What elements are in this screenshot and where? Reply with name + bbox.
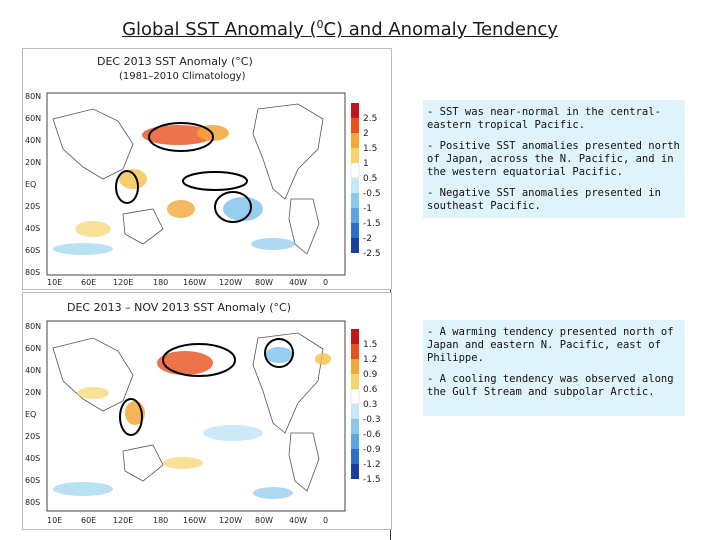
svg-text:160W: 160W	[183, 516, 206, 525]
svg-text:0.9: 0.9	[363, 370, 378, 380]
svg-text:-0.9: -0.9	[363, 445, 381, 455]
map2-lat-labels: 80N 60N 40N 20N EQ 20S 40S 60S 80S	[25, 322, 41, 507]
slide-title: Global SST Anomaly (0C) and Anomaly Tend…	[122, 18, 558, 40]
svg-text:-2.5: -2.5	[363, 249, 381, 259]
svg-text:40S: 40S	[25, 454, 40, 463]
note-5: - A cooling tendency was observed along …	[427, 373, 674, 398]
svg-text:80W: 80W	[255, 516, 273, 525]
svg-text:40W: 40W	[289, 278, 307, 287]
svg-text:20S: 20S	[25, 202, 40, 211]
svg-text:0.6: 0.6	[363, 385, 378, 395]
map2-plot	[46, 320, 346, 512]
highlight-ellipse	[214, 191, 252, 223]
svg-text:1.5: 1.5	[363, 340, 377, 350]
note-4: - A warming tendency presented north of …	[427, 326, 674, 364]
svg-text:-1: -1	[363, 204, 372, 214]
svg-text:1.2: 1.2	[363, 355, 377, 365]
svg-text:80S: 80S	[25, 268, 40, 277]
map1-colorbar: 2.5 2 1.5 1 0.5 -0.5 -1 -1.5 -2 -2.5	[350, 103, 381, 259]
highlight-ellipse	[115, 170, 139, 204]
svg-text:EQ: EQ	[25, 180, 36, 189]
sst-anomaly-tendency-map: DEC 2013 – NOV 2013 SST Anomaly (°C) 80	[22, 292, 392, 530]
highlight-ellipse	[148, 122, 214, 152]
svg-text:60E: 60E	[81, 278, 96, 287]
svg-text:180: 180	[153, 278, 168, 287]
svg-text:1: 1	[363, 159, 369, 169]
tendency-notes: - A warming tendency presented north of …	[423, 320, 685, 416]
svg-text:-2: -2	[363, 234, 372, 244]
highlight-ellipse	[162, 343, 236, 377]
svg-text:1.5: 1.5	[363, 144, 377, 154]
svg-text:-1.2: -1.2	[363, 460, 381, 470]
sst-anomaly-map: DEC 2013 SST Anomaly (°C) (1981–2010 Cli…	[22, 48, 392, 290]
map1-subtitle: (1981–2010 Climatology)	[119, 71, 246, 82]
svg-text:40N: 40N	[25, 366, 41, 375]
svg-text:60N: 60N	[25, 114, 41, 123]
svg-text:20N: 20N	[25, 158, 41, 167]
svg-text:10E: 10E	[47, 278, 62, 287]
svg-text:40S: 40S	[25, 224, 40, 233]
map1-plot	[46, 92, 346, 276]
svg-text:120E: 120E	[113, 516, 133, 525]
svg-text:20S: 20S	[25, 432, 40, 441]
note-2: - Positive SST anomalies presented north…	[427, 140, 680, 178]
svg-text:10E: 10E	[47, 516, 62, 525]
svg-text:-0.6: -0.6	[363, 430, 381, 440]
note-3: - Negative SST anomalies presented in so…	[427, 187, 661, 212]
svg-text:2.5: 2.5	[363, 114, 377, 124]
svg-text:60S: 60S	[25, 476, 40, 485]
svg-text:0.5: 0.5	[363, 174, 377, 184]
svg-text:120E: 120E	[113, 278, 133, 287]
svg-text:60E: 60E	[81, 516, 96, 525]
svg-text:-0.5: -0.5	[363, 189, 381, 199]
svg-text:80S: 80S	[25, 498, 40, 507]
svg-text:60S: 60S	[25, 246, 40, 255]
map1-lon-labels: 10E 60E 120E 180 160W 120W 80W 40W 0	[47, 278, 328, 287]
highlight-ellipse	[264, 338, 294, 368]
svg-text:40W: 40W	[289, 516, 307, 525]
svg-text:-1.5: -1.5	[363, 475, 381, 485]
map2-lon-labels: 10E 60E 120E 180 160W 120W 80W 40W 0	[47, 516, 328, 525]
svg-text:0: 0	[323, 278, 328, 287]
map2-title: DEC 2013 – NOV 2013 SST Anomaly (°C)	[67, 301, 291, 314]
svg-text:120W: 120W	[219, 278, 242, 287]
svg-text:60N: 60N	[25, 344, 41, 353]
svg-text:2: 2	[363, 129, 369, 139]
svg-text:120W: 120W	[219, 516, 242, 525]
map2-colorbar: 1.5 1.2 0.9 0.6 0.3 -0.3 -0.6 -0.9 -1.2 …	[350, 329, 381, 485]
svg-text:0: 0	[323, 516, 328, 525]
svg-text:80N: 80N	[25, 322, 41, 331]
svg-text:160W: 160W	[183, 278, 206, 287]
svg-text:-1.5: -1.5	[363, 219, 381, 229]
svg-text:80W: 80W	[255, 278, 273, 287]
map1-title: DEC 2013 SST Anomaly (°C)	[97, 55, 253, 68]
svg-text:0.3: 0.3	[363, 400, 377, 410]
map1-lat-labels: 80N 60N 40N 20N EQ 20S 40S 60S 80S	[25, 92, 41, 277]
svg-text:40N: 40N	[25, 136, 41, 145]
anomaly-notes: - SST was near-normal in the central-eas…	[423, 100, 685, 218]
highlight-ellipse	[119, 398, 143, 436]
svg-text:20N: 20N	[25, 388, 41, 397]
highlight-ellipse	[182, 171, 248, 191]
svg-text:180: 180	[153, 516, 168, 525]
svg-text:-0.3: -0.3	[363, 415, 381, 425]
svg-text:EQ: EQ	[25, 410, 36, 419]
note-1: - SST was near-normal in the central-eas…	[427, 106, 661, 131]
svg-text:80N: 80N	[25, 92, 41, 101]
